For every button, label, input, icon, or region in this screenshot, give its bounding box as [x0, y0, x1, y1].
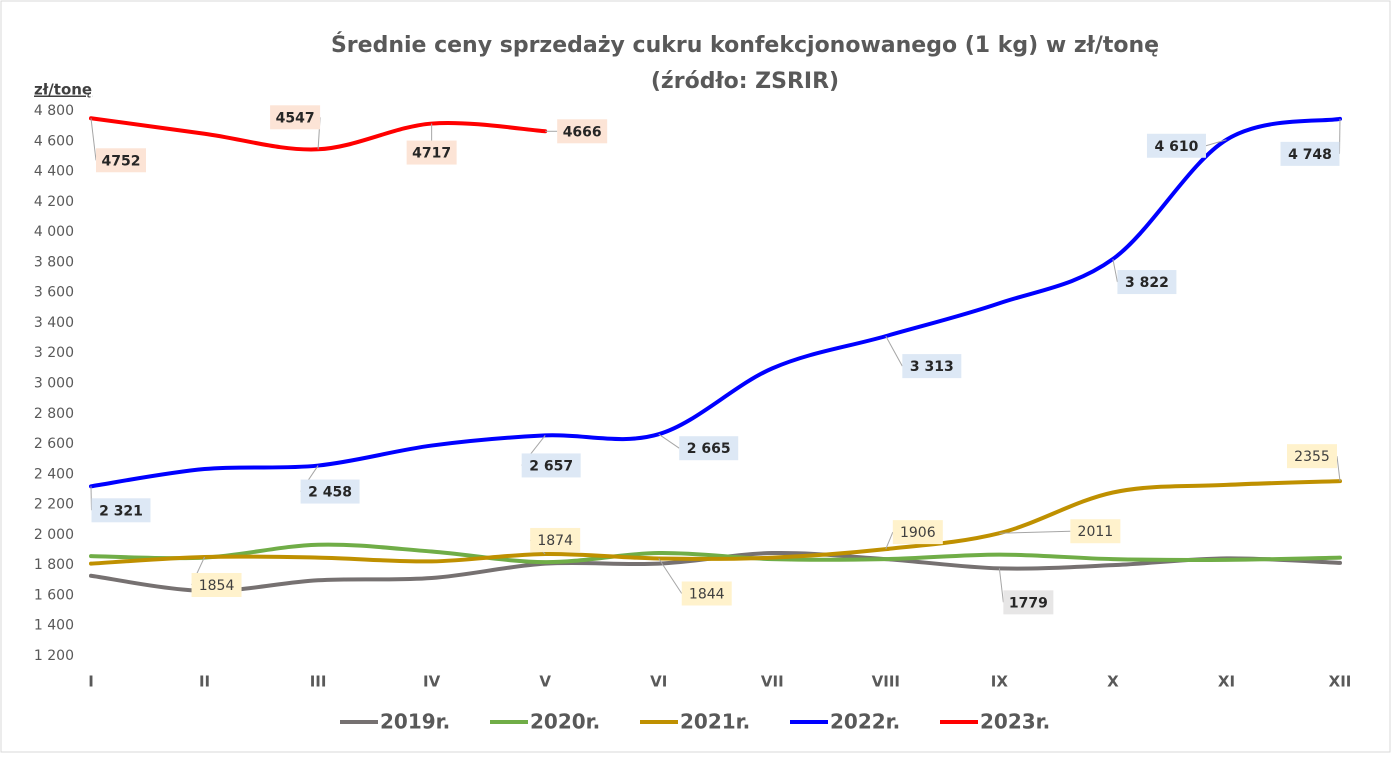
- y-tick-label: 3 600: [34, 285, 74, 301]
- y-tick-label: 2 800: [34, 406, 74, 422]
- x-tick-label: I: [88, 673, 94, 691]
- data-label: 4547: [276, 110, 315, 126]
- leader-line: [1112, 258, 1118, 283]
- data-label: 2011: [1078, 524, 1114, 540]
- data-label-bg: [91, 498, 151, 523]
- data-label-bg: [96, 148, 146, 173]
- leader-line: [1339, 118, 1341, 154]
- data-label-bg: [530, 527, 581, 552]
- data-label-bg: [300, 479, 360, 504]
- leader-line: [885, 531, 894, 550]
- data-label: 1854: [199, 578, 235, 594]
- leader-line: [999, 530, 1071, 534]
- y-tick-label: 4 200: [34, 194, 74, 210]
- x-tick-label: IX: [991, 673, 1009, 691]
- data-label: 2 458: [308, 485, 352, 501]
- y-axis-label: zł/tonę: [34, 81, 92, 99]
- x-tick-label: IV: [423, 673, 441, 691]
- x-tick-label: VII: [761, 673, 784, 691]
- leader-line: [658, 558, 683, 594]
- legend-label: 2023r.: [980, 710, 1050, 734]
- data-label-bg: [681, 581, 732, 606]
- y-tick-label: 2 000: [34, 527, 74, 543]
- y-tick-label: 1 400: [34, 618, 74, 634]
- x-tick-label: XI: [1218, 673, 1235, 691]
- data-label: 1779: [1009, 595, 1048, 611]
- data-label: 4752: [102, 153, 141, 169]
- data-label-bg: [1117, 270, 1177, 295]
- leader-line: [885, 335, 903, 367]
- leader-line: [1205, 139, 1227, 147]
- leader-line: [658, 433, 680, 449]
- legend-label: 2019r.: [380, 710, 450, 734]
- data-label: 2 657: [529, 458, 573, 474]
- data-label-bg: [1146, 133, 1206, 158]
- data-label-bg: [679, 436, 739, 461]
- data-label-bg: [1070, 519, 1121, 544]
- y-tick-label: 3 400: [34, 315, 74, 331]
- data-label: 3 822: [1125, 275, 1169, 291]
- data-label: 2 321: [99, 503, 143, 519]
- chart-subtitle: (źródło: ZSRIR): [651, 69, 839, 94]
- data-label-bg: [1287, 444, 1337, 469]
- y-tick-label: 1 200: [34, 648, 74, 664]
- data-label-bg: [557, 119, 608, 144]
- legend-label: 2022r.: [830, 710, 900, 734]
- data-label-bg: [892, 520, 943, 545]
- data-label-bg: [902, 354, 962, 379]
- leader-line: [998, 568, 1004, 603]
- y-tick-label: 4 400: [34, 164, 74, 180]
- leader-line: [90, 486, 92, 511]
- x-tick-label: III: [310, 673, 327, 691]
- data-label: 2355: [1294, 449, 1330, 465]
- series-line: [89, 542, 1342, 565]
- data-label-bg: [406, 140, 457, 165]
- y-tick-label: 1 600: [34, 587, 74, 603]
- y-tick-label: 2 600: [34, 436, 74, 452]
- y-tick-label: 3 000: [34, 376, 74, 392]
- legend-label: 2021r.: [680, 710, 750, 734]
- y-tick-label: 2 400: [34, 466, 74, 482]
- leader-line: [90, 118, 97, 161]
- x-tick-label: XII: [1329, 673, 1352, 691]
- data-label: 1906: [900, 525, 936, 541]
- legend-label: 2020r.: [530, 710, 600, 734]
- data-label: 4666: [563, 124, 602, 140]
- series-line: [89, 116, 1342, 489]
- y-tick-label: 4 800: [34, 103, 74, 119]
- data-label: 1874: [537, 533, 573, 549]
- leader-line: [1336, 456, 1341, 482]
- data-label-bg: [521, 453, 581, 478]
- x-tick-label: VI: [650, 673, 667, 691]
- series-line: [89, 479, 1342, 566]
- y-tick-label: 2 200: [34, 497, 74, 513]
- data-label: 3 313: [910, 359, 954, 375]
- data-label: 4 610: [1155, 139, 1199, 155]
- x-tick-label: VIII: [872, 673, 900, 691]
- y-tick-label: 3 800: [34, 254, 74, 270]
- x-tick-label: V: [539, 673, 551, 691]
- data-label: 4717: [412, 146, 451, 162]
- data-label: 1844: [689, 587, 725, 603]
- x-tick-label: II: [199, 673, 210, 691]
- x-tick-label: X: [1107, 673, 1119, 691]
- data-label-bg: [1280, 141, 1340, 166]
- y-tick-label: 3 200: [34, 345, 74, 361]
- data-label-bg: [191, 572, 242, 597]
- chart-title: Średnie ceny sprzedaży cukru konfekcjono…: [331, 32, 1159, 58]
- y-tick-label: 4 600: [34, 133, 74, 149]
- data-label: 2 665: [687, 441, 731, 457]
- y-tick-label: 1 800: [34, 557, 74, 573]
- data-label-bg: [1003, 590, 1054, 615]
- data-label: 4 748: [1288, 147, 1332, 163]
- data-label-bg: [270, 105, 321, 130]
- y-tick-label: 4 000: [34, 224, 74, 240]
